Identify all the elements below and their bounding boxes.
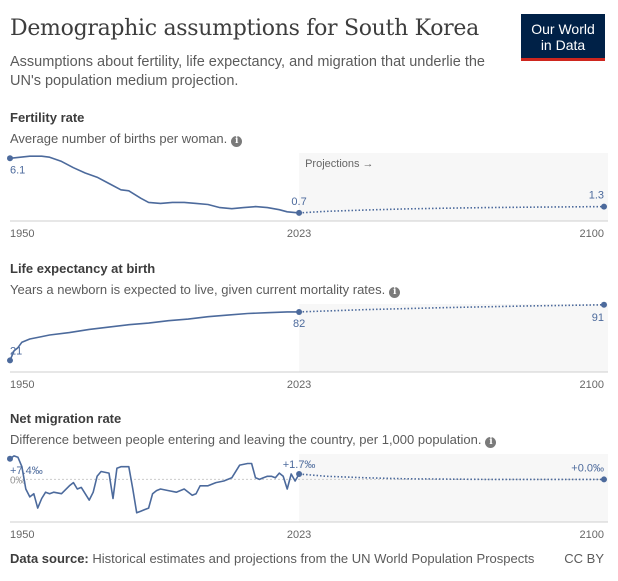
x-tick-label: 1950 [10, 379, 34, 391]
logo-line-1: Our World [531, 21, 595, 37]
start-value-label: 6.1 [10, 164, 25, 176]
net-migration-panel-subtitle: Difference between people entering and l… [10, 432, 497, 448]
license-link[interactable]: CC BY [564, 551, 604, 566]
end-value-label: 91 [592, 312, 604, 324]
logo-line-2: in Data [540, 37, 586, 53]
life-expectancy-panel-title: Life expectancy at birth [10, 261, 156, 276]
life-expectancy-panel-subtitle: Years a newborn is expected to live, giv… [10, 282, 401, 298]
net-migration-panel-title: Net migration rate [10, 411, 122, 426]
x-tick-label: 2100 [580, 379, 604, 391]
historical-series-line [9, 455, 300, 514]
start-point [7, 455, 13, 462]
projection-region [299, 153, 608, 221]
chart-title: Demographic assumptions for South Korea [10, 16, 479, 41]
historical-series-line [9, 311, 300, 361]
projection-series-line [299, 205, 605, 214]
split-point [296, 209, 303, 216]
split-value-label: +1.7‰ [283, 459, 316, 471]
chart-subtitle: Assumptions about fertility, life expect… [10, 54, 485, 89]
start-point [7, 155, 13, 162]
life-expectancy-chart: 21 82 91 1950 2023 2100 [7, 301, 608, 391]
x-tick-label: 1950 [10, 228, 34, 240]
fertility-panel-title: Fertility rate [10, 110, 85, 125]
projection-series-line [299, 473, 604, 481]
fertility-subtitle-text: Average number of births per woman. [10, 131, 228, 146]
split-value-label: 0.7 [291, 196, 306, 208]
owid-logo[interactable]: Our World in Data [521, 14, 605, 61]
life-expectancy-subtitle-text: Years a newborn is expected to live, giv… [10, 282, 386, 297]
historical-series-line [9, 155, 300, 214]
x-tick-label: 2100 [580, 529, 604, 541]
end-point [601, 301, 607, 308]
zero-label: 0‰ [10, 475, 26, 486]
x-tick-label: 2023 [287, 228, 311, 240]
data-source-label: Data source: [10, 551, 89, 566]
data-source-text: Historical estimates and projections fro… [92, 551, 535, 566]
fertility-panel-subtitle: Average number of births per woman. i [10, 131, 243, 147]
end-point [601, 476, 607, 483]
start-point [7, 357, 13, 364]
split-point [296, 308, 303, 315]
info-circle-icon[interactable]: i [231, 136, 243, 147]
x-tick-label: 2023 [287, 379, 311, 391]
fertility-chart: Projections → 6.1 0.7 1.3 1950 2023 2100 [7, 153, 608, 240]
projection-region [299, 304, 608, 372]
split-point [296, 471, 303, 478]
split-value-label: 82 [293, 318, 305, 330]
x-tick-label: 2023 [287, 529, 311, 541]
x-tick-label: 1950 [10, 529, 34, 541]
info-circle-icon[interactable]: i [389, 287, 401, 298]
start-value-label: +7.4‰ [10, 465, 43, 477]
projection-region [299, 454, 608, 522]
net-migration-chart: 0‰+7.4‰ +1.7‰ +0.0‰ 1950 2023 2100 [7, 454, 608, 541]
projection-series-line [299, 304, 605, 313]
info-circle-icon[interactable]: i [485, 437, 497, 448]
end-point [601, 203, 607, 210]
projections-label: Projections → [305, 158, 373, 170]
start-value-label: 21 [10, 345, 22, 357]
x-tick-label: 2100 [580, 228, 604, 240]
data-source: Data source: Historical estimates and pr… [10, 551, 534, 566]
end-value-label: +0.0‰ [571, 462, 604, 474]
end-value-label: 1.3 [589, 190, 604, 202]
net-migration-subtitle-text: Difference between people entering and l… [10, 432, 482, 447]
